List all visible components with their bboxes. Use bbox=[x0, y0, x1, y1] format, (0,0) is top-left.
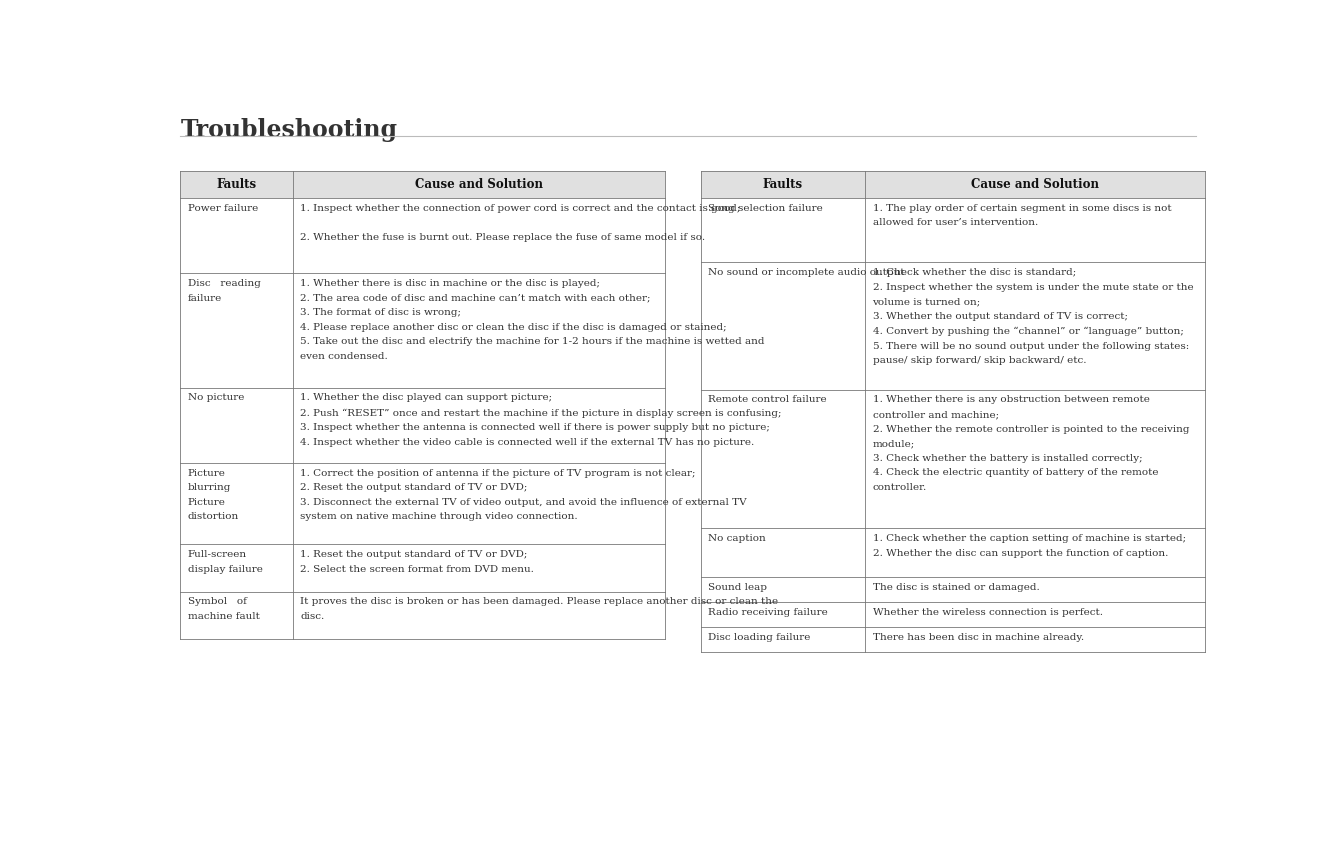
Text: Radio receiving failure: Radio receiving failure bbox=[708, 608, 827, 617]
Text: Disc   reading
failure: Disc reading failure bbox=[188, 279, 261, 302]
Text: Picture
blurring
Picture
distortion: Picture blurring Picture distortion bbox=[188, 469, 239, 521]
Text: There has been disc in machine already.: There has been disc in machine already. bbox=[873, 633, 1084, 642]
Text: Faults: Faults bbox=[216, 177, 257, 191]
Text: 1. Inspect whether the connection of power cord is correct and the contact is go: 1. Inspect whether the connection of pow… bbox=[299, 204, 740, 242]
Text: No picture: No picture bbox=[188, 393, 244, 402]
Text: 1. Reset the output standard of TV or DVD;
2. Select the screen format from DVD : 1. Reset the output standard of TV or DV… bbox=[299, 550, 535, 574]
Text: Song selection failure: Song selection failure bbox=[708, 204, 823, 213]
Text: Power failure: Power failure bbox=[188, 204, 258, 213]
Bar bbox=[180, 171, 665, 198]
Text: The disc is stained or damaged.: The disc is stained or damaged. bbox=[873, 583, 1039, 592]
Text: Sound leap: Sound leap bbox=[708, 583, 767, 592]
Text: 1. Check whether the disc is standard;
2. Inspect whether the system is under th: 1. Check whether the disc is standard; 2… bbox=[873, 268, 1193, 365]
Text: Faults: Faults bbox=[763, 177, 803, 191]
Text: 1. The play order of certain segment in some discs is not
allowed for user’s int: 1. The play order of certain segment in … bbox=[873, 204, 1171, 228]
Text: 1. Whether there is any obstruction between remote
controller and machine;
2. Wh: 1. Whether there is any obstruction betw… bbox=[873, 396, 1189, 492]
Text: 1. Whether there is disc in machine or the disc is played;
2. The area code of d: 1. Whether there is disc in machine or t… bbox=[299, 279, 764, 361]
Text: 1. Whether the disc played can support picture;
2. Push “RESET” once and restart: 1. Whether the disc played can support p… bbox=[299, 393, 782, 447]
Text: Cause and Solution: Cause and Solution bbox=[971, 177, 1099, 191]
Text: Whether the wireless connection is perfect.: Whether the wireless connection is perfe… bbox=[873, 608, 1103, 617]
Text: 1. Check whether the caption setting of machine is started;
2. Whether the disc : 1. Check whether the caption setting of … bbox=[873, 534, 1186, 558]
Text: Cause and Solution: Cause and Solution bbox=[415, 177, 543, 191]
Text: It proves the disc is broken or has been damaged. Please replace another disc or: It proves the disc is broken or has been… bbox=[299, 598, 778, 621]
Text: Disc loading failure: Disc loading failure bbox=[708, 633, 810, 642]
Text: Full-screen
display failure: Full-screen display failure bbox=[188, 550, 262, 574]
Text: 1. Correct the position of antenna if the picture of TV program is not clear;
2.: 1. Correct the position of antenna if th… bbox=[299, 469, 747, 521]
Text: No sound or incomplete audio output: No sound or incomplete audio output bbox=[708, 268, 905, 277]
Text: Troubleshooting: Troubleshooting bbox=[180, 118, 398, 143]
Bar bbox=[701, 171, 1205, 198]
Text: Symbol   of
machine fault: Symbol of machine fault bbox=[188, 598, 259, 621]
Text: Remote control failure: Remote control failure bbox=[708, 396, 827, 404]
Text: No caption: No caption bbox=[708, 534, 766, 543]
